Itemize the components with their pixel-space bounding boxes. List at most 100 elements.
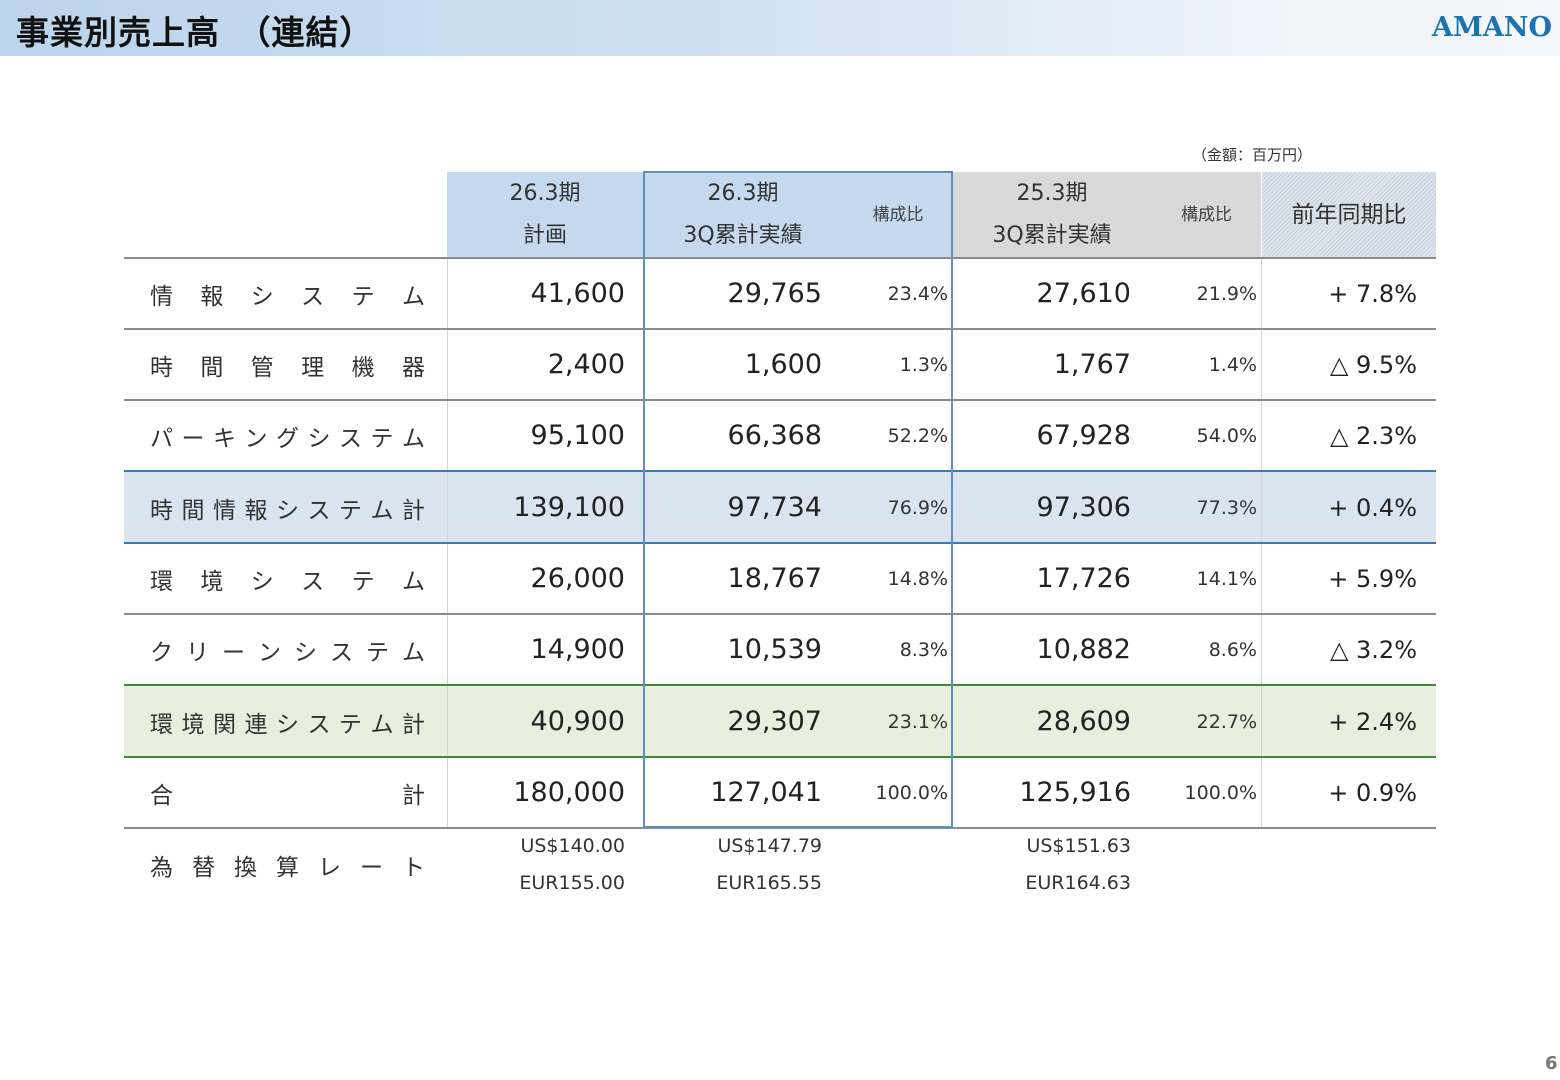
header-actual-ratio-label: 構成比 <box>872 205 924 225</box>
subtotal-band-time-info <box>124 472 1436 543</box>
plan-value: 139,100 <box>513 492 625 523</box>
row-label-char: キ <box>213 425 236 452</box>
row-divider <box>124 470 1436 472</box>
row-divider <box>124 684 1436 686</box>
prev-value: 1,767 <box>1053 349 1131 380</box>
row-label-char: 間 <box>200 354 224 381</box>
row-label-char: 管 <box>250 354 274 381</box>
header-prev: 25.3期 3Q累計実績 <box>952 172 1152 258</box>
header-plan-period: 26.3期 <box>509 181 581 206</box>
header-yoy: 前年同期比 <box>1262 172 1436 258</box>
row-label: 環境システム <box>124 543 447 614</box>
row-label: 合計 <box>124 757 447 828</box>
prev-value: 17,726 <box>1036 563 1131 594</box>
row-label-char: パ <box>150 425 173 452</box>
unit-note: （金額：百万円） <box>1192 146 1313 164</box>
row-label-char: 計 <box>402 711 425 738</box>
amano-logo: AMANO <box>1432 12 1552 43</box>
row-label-char: 報 <box>244 497 268 524</box>
actual-value: 1,600 <box>744 349 822 380</box>
header-yoy-label: 前年同期比 <box>1291 202 1407 228</box>
header-prev-ratio: 構成比 <box>1152 172 1261 258</box>
row-label-char: 関 <box>213 711 236 738</box>
row-label-char: シ <box>276 497 299 524</box>
header-plan: 26.3期 計画 <box>447 172 643 258</box>
yoy-change: + 7.8% <box>1328 279 1417 308</box>
prev-value: 67,928 <box>1036 420 1131 451</box>
actual-ratio: 23.4% <box>887 282 948 305</box>
row-label-char: テ <box>351 568 375 595</box>
fx-actual-usd: US$147.79 <box>717 835 822 857</box>
fx-plan-usd: US$140.00 <box>520 835 625 857</box>
row-label: 情報システム <box>124 258 447 329</box>
row-label-char: ー <box>181 425 205 452</box>
actual-ratio: 100.0% <box>875 781 948 804</box>
prev-ratio: 54.0% <box>1196 424 1257 447</box>
row-label-char: テ <box>339 497 362 524</box>
actual-value: 66,368 <box>727 420 822 451</box>
prev-ratio: 8.6% <box>1208 638 1257 661</box>
row-label-char: シ <box>250 283 274 310</box>
header-plan-label: 計画 <box>522 223 567 248</box>
subtotal-band-environment <box>124 686 1436 757</box>
actual-ratio: 76.9% <box>887 496 948 519</box>
fx-prev-usd: US$151.63 <box>1026 835 1131 857</box>
row-label-char: 時 <box>150 354 173 381</box>
actual-value: 97,734 <box>727 492 822 523</box>
title-bar: 事業別売上高 （連結） AMANO <box>0 0 1560 56</box>
row-label-char: リ <box>186 639 209 666</box>
row-label-char: グ <box>276 425 299 452</box>
fx-label-char: 算 <box>276 855 299 881</box>
fx-actual-eur: EUR165.55 <box>716 872 822 894</box>
row-label: 時間管理機器 <box>124 329 447 400</box>
actual-ratio: 1.3% <box>899 353 948 376</box>
row-divider <box>124 399 1436 401</box>
row-label-char: テ <box>351 283 375 310</box>
row-label-char: ン <box>258 639 281 666</box>
yoy-change: + 0.4% <box>1328 493 1417 522</box>
actual-ratio: 8.3% <box>899 638 948 661</box>
fx-prev-eur: EUR164.63 <box>1025 872 1131 894</box>
fx-label-char: 換 <box>234 855 257 881</box>
row-label-char: ス <box>330 639 353 666</box>
plan-value: 41,600 <box>530 278 625 309</box>
row-label-char: ス <box>307 711 331 738</box>
fx-label: 為替換算レート <box>124 830 447 900</box>
row-label-char: 理 <box>301 354 325 381</box>
actual-value: 18,767 <box>727 563 822 594</box>
row-label-char: 報 <box>200 283 224 310</box>
plan-value: 95,100 <box>530 420 625 451</box>
row-divider <box>124 756 1436 758</box>
plan-value: 40,900 <box>530 706 625 737</box>
yoy-change: △ 2.3% <box>1329 421 1417 450</box>
prev-value: 125,916 <box>1019 777 1131 808</box>
row-divider <box>124 827 1436 829</box>
row-divider <box>124 613 1436 615</box>
row-label-char: ス <box>339 425 362 452</box>
row-divider <box>124 542 1436 544</box>
header-actual-ratio: 構成比 <box>843 172 953 258</box>
actual-value: 10,539 <box>727 634 822 665</box>
yoy-change: + 2.4% <box>1328 707 1417 736</box>
row-divider <box>124 328 1436 330</box>
actual-ratio: 14.8% <box>887 567 948 590</box>
actual-value: 29,307 <box>727 706 822 737</box>
row-label-char: ス <box>301 568 325 595</box>
plan-value: 2,400 <box>547 349 625 380</box>
row-label-char: シ <box>294 639 317 666</box>
row-label-char: ス <box>307 497 331 524</box>
yoy-change: △ 3.2% <box>1329 635 1417 664</box>
row-label-char: 連 <box>244 711 268 738</box>
row-label: 環境関連システム計 <box>124 686 447 757</box>
page-title: 事業別売上高 （連結） <box>16 13 374 52</box>
row-divider <box>124 257 1436 259</box>
row-label-char: 合 <box>150 782 173 809</box>
row-label-char: ム <box>401 568 425 595</box>
fx-plan-eur: EUR155.00 <box>519 872 625 894</box>
row-label-char: ム <box>402 425 425 452</box>
row-label: パーキングシステム <box>124 400 447 471</box>
header-actual: 26.3期 3Q累計実績 <box>643 172 843 258</box>
actual-ratio: 52.2% <box>887 424 948 447</box>
prev-ratio: 77.3% <box>1196 496 1257 519</box>
prev-ratio: 1.4% <box>1208 353 1257 376</box>
